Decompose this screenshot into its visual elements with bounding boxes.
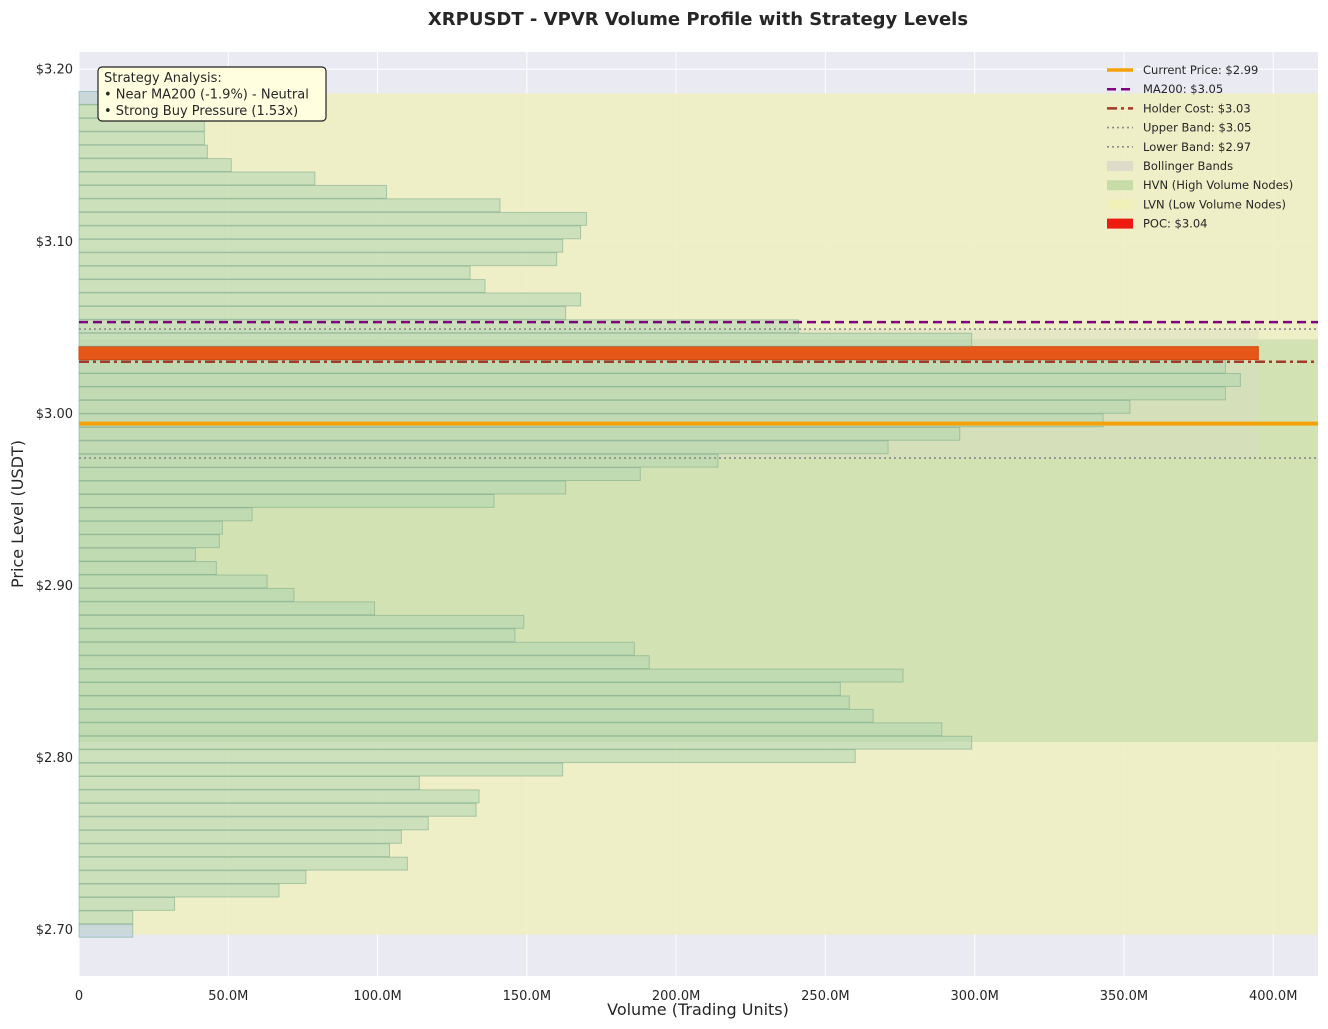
annotation-line: • Strong Buy Pressure (1.53x) bbox=[104, 104, 298, 119]
volume-bar bbox=[78, 668, 904, 683]
volume-bar bbox=[78, 816, 429, 831]
volume-bar bbox=[78, 856, 408, 871]
volume-bar bbox=[78, 789, 480, 804]
volume-bar bbox=[78, 829, 402, 844]
annotation-line: • Near MA200 (-1.9%) - Neutral bbox=[104, 88, 309, 103]
volume-bar bbox=[78, 735, 973, 750]
legend: Current Price: $2.99 MA200: $3.05 Holder C… bbox=[1107, 63, 1293, 231]
volume-bar bbox=[78, 561, 217, 575]
volume-bar bbox=[78, 131, 205, 146]
volume-bar bbox=[78, 211, 588, 226]
legend-patch-swatch bbox=[1107, 180, 1133, 191]
volume-bar bbox=[78, 292, 582, 307]
legend-patch-swatch bbox=[1107, 161, 1133, 171]
volume-bar bbox=[78, 279, 486, 293]
volume-bar bbox=[78, 493, 495, 508]
volume-bar bbox=[78, 467, 641, 482]
volume-bar bbox=[78, 641, 635, 656]
annotation-box bbox=[97, 66, 327, 122]
legend-patch-swatch bbox=[1107, 199, 1133, 210]
volume-bar bbox=[78, 534, 220, 549]
volume-bar bbox=[78, 171, 316, 186]
volume-bar bbox=[78, 722, 943, 737]
volume-bar bbox=[78, 547, 196, 562]
x-tick-label: 150.0M bbox=[503, 989, 551, 1004]
volume-bar bbox=[78, 332, 973, 347]
y-tick-label: $2.80 bbox=[36, 751, 73, 766]
volume-bar bbox=[78, 386, 1226, 401]
legend-label: Bollinger Bands bbox=[1143, 159, 1233, 173]
legend-label: LVN (Low Volume Nodes) bbox=[1143, 197, 1286, 211]
volume-bar bbox=[78, 749, 856, 764]
volume-bar bbox=[78, 507, 253, 522]
volume-bar bbox=[78, 802, 477, 817]
volume-bar bbox=[78, 601, 376, 616]
volume-bar bbox=[78, 883, 280, 898]
x-axis-title: Volume (Trading Units) bbox=[607, 1000, 789, 1019]
volume-bar bbox=[78, 305, 567, 320]
volume-bar bbox=[78, 574, 268, 589]
volume-bar bbox=[78, 453, 719, 468]
volume-bar bbox=[78, 762, 564, 777]
x-tick-label: 100.0M bbox=[353, 989, 401, 1004]
legend-label: MA200: $3.05 bbox=[1143, 82, 1223, 96]
y-tick-label: $3.20 bbox=[36, 63, 73, 78]
volume-bar bbox=[78, 359, 1226, 374]
volume-bar bbox=[78, 480, 567, 495]
volume-bar bbox=[78, 628, 516, 643]
volume-bar bbox=[78, 708, 874, 723]
legend-patch-swatch bbox=[1107, 218, 1133, 229]
volume-bar bbox=[78, 426, 961, 441]
x-tick-label: 0 bbox=[75, 989, 83, 1004]
volume-bar bbox=[78, 265, 471, 280]
x-tick-label: 250.0M bbox=[801, 989, 849, 1004]
volume-bar bbox=[78, 870, 307, 885]
y-tick-label: $3.10 bbox=[36, 235, 73, 250]
chart-title: XRPUSDT - VPVR Volume Profile with Strat… bbox=[428, 9, 968, 30]
volume-bar bbox=[78, 225, 582, 240]
poc-bar bbox=[78, 346, 1259, 361]
volume-bar bbox=[78, 775, 420, 790]
volume-bar bbox=[78, 682, 841, 696]
legend-label: Lower Band: $2.97 bbox=[1143, 140, 1251, 154]
volume-bar bbox=[78, 440, 889, 455]
legend-label: Upper Band: $3.05 bbox=[1143, 121, 1251, 135]
volume-bar bbox=[78, 184, 388, 199]
legend-label: POC: $3.04 bbox=[1143, 217, 1207, 231]
x-tick-label: 50.0M bbox=[208, 989, 248, 1004]
volume-bar bbox=[78, 238, 564, 253]
volume-bar bbox=[78, 587, 295, 602]
volume-bar bbox=[78, 843, 390, 858]
annotation-line: Strategy Analysis: bbox=[104, 71, 222, 86]
plot-area: 0 50.0M 100.0M 150.0M 200.0M 250.0M 300.0M 350.… bbox=[36, 52, 1318, 1004]
legend-label: Current Price: $2.99 bbox=[1143, 63, 1258, 77]
volume-bar bbox=[78, 923, 134, 938]
y-tick-label: $2.70 bbox=[36, 923, 73, 938]
volume-bar bbox=[78, 655, 650, 670]
strategy-annotation: Strategy Analysis: • Near MA200 (-1.9%) -… bbox=[97, 66, 327, 122]
volume-bar bbox=[78, 896, 176, 911]
legend-label: HVN (High Volume Nodes) bbox=[1143, 178, 1293, 192]
y-tick-label: $3.00 bbox=[36, 407, 73, 422]
legend-label: Holder Cost: $3.03 bbox=[1143, 101, 1251, 115]
volume-bar bbox=[78, 158, 232, 173]
volume-bar bbox=[78, 319, 800, 334]
volume-bar bbox=[78, 614, 525, 629]
volume-bar bbox=[78, 910, 134, 925]
x-tick-label: 200.0M bbox=[652, 989, 700, 1004]
volume-bar bbox=[78, 198, 501, 213]
x-tick-label: 400.0M bbox=[1249, 989, 1297, 1004]
y-tick-label: $2.90 bbox=[36, 579, 73, 594]
volume-bar bbox=[78, 695, 850, 710]
volume-bar bbox=[78, 520, 223, 535]
volume-bar bbox=[78, 144, 208, 159]
volume-bar bbox=[78, 399, 1131, 414]
volume-bar bbox=[78, 373, 1241, 387]
y-axis-title: Price Level (USDT) bbox=[8, 440, 27, 588]
x-tick-label: 350.0M bbox=[1100, 989, 1148, 1004]
volume-bar bbox=[78, 252, 558, 267]
x-tick-label: 300.0M bbox=[950, 989, 998, 1004]
